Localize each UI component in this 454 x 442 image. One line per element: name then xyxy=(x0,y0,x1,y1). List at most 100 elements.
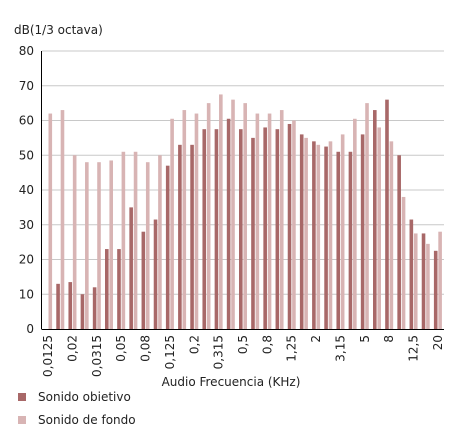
bar-fondo-0,5 xyxy=(243,103,247,329)
x-axis-title: Audio Frecuencia (KHz) xyxy=(162,375,301,389)
bar-fondo-0,63 xyxy=(255,113,260,329)
bar-fondo-0,2 xyxy=(194,113,199,329)
bar-fondo-0,315 xyxy=(219,94,223,329)
bar-obietivo-1,6 xyxy=(299,134,304,329)
bar-obietivo-0,5 xyxy=(239,129,243,329)
bar-fondo-0,08 xyxy=(145,162,150,329)
bar-fondo-1,6 xyxy=(304,137,308,329)
y-axis-title: dB(1/3 octava) xyxy=(14,23,103,37)
bar-fondo-0,04 xyxy=(109,160,113,329)
bar-obietivo-0,8 xyxy=(263,127,267,329)
bar-fondo-12,5 xyxy=(413,233,418,329)
bar-fondo-3,15 xyxy=(340,134,345,329)
y-tick-label: 70 xyxy=(19,79,34,93)
x-tick-label: 0,2 xyxy=(187,335,201,354)
bar-obietivo-3,15 xyxy=(336,151,341,329)
bar-obietivo-2,5 xyxy=(324,146,328,329)
bar-obietivo-4 xyxy=(348,151,353,329)
bar-obietivo-0,16 xyxy=(178,144,182,329)
y-tick-label: 20 xyxy=(19,253,34,267)
bar-obietivo-0,05 xyxy=(117,249,121,329)
bar-fondo-6,3 xyxy=(377,127,381,329)
x-tick-label: 0,315 xyxy=(212,335,226,369)
bar-obietivo-12,5 xyxy=(409,219,414,329)
x-tick-label: 0,02 xyxy=(65,335,79,362)
x-tick-labels: 0,0125 0,02 0,0315 0,05 0,08 0,125 0,2 0,315 0,5… xyxy=(41,335,445,377)
bar-obietivo-20 xyxy=(433,250,438,329)
y-tick-label: 60 xyxy=(19,114,34,128)
bar-fondo-0,4 xyxy=(231,99,235,330)
bar-fondo-0,063 xyxy=(133,151,138,329)
x-tick-label: 0,0315 xyxy=(90,335,104,377)
y-tick-label: 10 xyxy=(19,287,34,301)
bar-fondo-0,025 xyxy=(85,162,89,329)
x-tick-label: 12,5 xyxy=(407,335,421,362)
bars xyxy=(48,94,442,330)
bar-fondo-0,125 xyxy=(170,118,174,329)
legend-label-sonido-obietivo: Sonido obietivo xyxy=(38,390,131,404)
bar-obietivo-0,016 xyxy=(56,283,60,329)
bar-fondo-0,1 xyxy=(158,155,162,329)
bar-fondo-0,16 xyxy=(182,110,187,329)
x-tick-label: 0,5 xyxy=(236,335,250,354)
y-tick-label: 80 xyxy=(19,44,34,58)
bar-fondo-10 xyxy=(401,196,406,329)
x-tick-label: 0,125 xyxy=(163,335,177,369)
bar-obietivo-0,63 xyxy=(251,137,255,329)
bar-obietivo-0,2 xyxy=(190,144,194,329)
bar-obietivo-0,063 xyxy=(129,207,133,329)
x-tick-label: 0,8 xyxy=(260,335,274,354)
bar-obietivo-0,125 xyxy=(165,165,170,329)
bar-obietivo-0,1 xyxy=(153,219,158,329)
legend-item-sonido-obietivo: Sonido obietivo xyxy=(18,390,131,404)
bar-obietivo-0,025 xyxy=(80,294,85,329)
bar-obietivo-1,25 xyxy=(287,123,292,329)
bar-obietivo-0,08 xyxy=(141,231,146,329)
bar-obietivo-0,04 xyxy=(105,249,109,329)
bar-fondo-0,016 xyxy=(60,110,65,329)
x-tick-label: 20 xyxy=(431,335,445,350)
bar-obietivo-16 xyxy=(421,233,426,329)
x-tick-label: 8 xyxy=(382,335,396,343)
bar-fondo-4 xyxy=(353,118,357,329)
bar-obietivo-0,4 xyxy=(226,118,231,329)
bar-fondo-8 xyxy=(389,141,394,329)
x-tick-label: 0,0125 xyxy=(41,335,55,377)
legend-swatch-sonido-de-fondo xyxy=(18,416,26,424)
y-tick-label: 0 xyxy=(26,322,34,336)
bar-fondo-0,25 xyxy=(206,103,211,329)
bar-fondo-0,05 xyxy=(121,151,126,329)
bar-obietivo-5 xyxy=(360,134,365,329)
bar-fondo-16 xyxy=(426,243,430,329)
x-tick-label: 0,08 xyxy=(139,335,153,362)
y-tick-label: 50 xyxy=(19,148,34,162)
bar-fondo-0,0125 xyxy=(48,113,53,329)
x-tick-label: 3,15 xyxy=(333,335,347,362)
grid-lines xyxy=(42,50,444,295)
bar-obietivo-0,315 xyxy=(214,129,219,329)
bar-fondo-2,5 xyxy=(328,141,333,329)
bar-obietivo-0,02 xyxy=(68,282,73,329)
y-tick-label: 40 xyxy=(19,183,34,197)
bar-obietivo-1 xyxy=(275,129,280,329)
x-tick-label: 1,25 xyxy=(285,335,299,362)
y-tick-labels: 0 10 20 30 40 50 60 70 80 xyxy=(19,44,34,336)
bar-obietivo-2 xyxy=(312,141,316,329)
y-tick-label: 30 xyxy=(19,218,34,232)
bar-fondo-0,8 xyxy=(267,113,272,329)
bar-fondo-1,25 xyxy=(292,120,296,329)
bar-fondo-5 xyxy=(365,103,369,329)
bar-obietivo-0,25 xyxy=(202,129,207,329)
legend-item-sonido-de-fondo: Sonido de fondo xyxy=(18,413,136,427)
bar-fondo-0,02 xyxy=(72,155,77,329)
bar-fondo-2 xyxy=(316,144,321,329)
bar-obietivo-8 xyxy=(385,99,389,330)
x-tick-label: 5 xyxy=(358,335,372,343)
legend-label-sonido-de-fondo: Sonido de fondo xyxy=(38,413,136,427)
bar-obietivo-6,3 xyxy=(373,110,377,329)
bar-obietivo-0,0315 xyxy=(92,287,97,329)
legend-swatch-sonido-obietivo xyxy=(18,393,26,401)
bar-fondo-1 xyxy=(279,110,284,329)
x-tick-label: 2 xyxy=(309,335,323,343)
